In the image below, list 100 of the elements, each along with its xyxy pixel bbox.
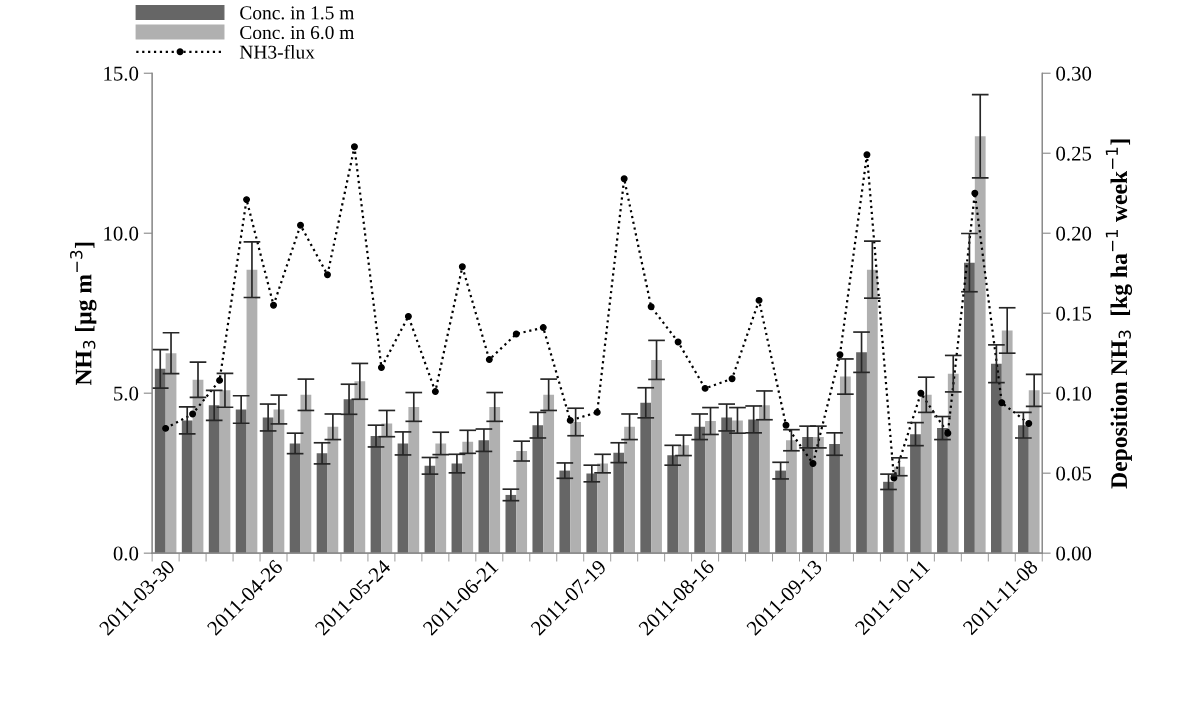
point <box>270 301 277 309</box>
y2-tick-label: 0.30 <box>1056 66 1092 81</box>
bar <box>829 444 840 554</box>
bar <box>920 394 932 554</box>
point <box>593 408 601 416</box>
point <box>566 416 574 424</box>
bar <box>478 440 490 554</box>
point <box>350 143 358 151</box>
bar <box>435 443 447 554</box>
bar <box>559 470 571 554</box>
point <box>404 312 412 320</box>
bar <box>505 494 517 554</box>
bar <box>408 406 420 554</box>
bar <box>678 445 689 554</box>
bar <box>181 420 193 554</box>
bar <box>856 352 867 554</box>
y2-tick-label: 0.15 <box>1056 306 1092 321</box>
point <box>485 356 493 364</box>
bar <box>354 381 366 554</box>
bar <box>570 421 582 554</box>
y2-tick-label: 0.20 <box>1056 226 1092 241</box>
bar <box>705 421 716 554</box>
y2-tick-label: 0.10 <box>1056 386 1092 401</box>
point <box>998 399 1006 407</box>
bar <box>381 423 393 554</box>
point <box>782 421 790 429</box>
point <box>189 410 197 418</box>
bar <box>208 405 220 554</box>
bar <box>543 394 555 554</box>
point <box>701 384 709 392</box>
bar <box>640 402 652 554</box>
bar <box>300 394 312 554</box>
y2-axis-title: Deposition NH$_{3}$ [kg ha$^{−1}$ week$^{−1}$] <box>1105 139 1133 489</box>
point <box>297 221 304 229</box>
bar <box>721 417 733 554</box>
y2-tick-label: 0.05 <box>1056 466 1092 481</box>
bar <box>748 419 760 554</box>
point <box>728 375 736 383</box>
bar <box>651 359 662 554</box>
y2-tick-label: 0.25 <box>1056 146 1092 161</box>
bar <box>667 455 679 554</box>
point <box>539 324 547 332</box>
point <box>377 364 385 372</box>
bar <box>732 420 743 554</box>
y-axis-title: NH$_{3}$ [µg m$^{−3}$] <box>70 242 97 386</box>
bar <box>802 437 813 554</box>
point <box>216 376 224 384</box>
bar <box>489 406 501 554</box>
bar <box>1001 330 1013 554</box>
bar <box>516 451 528 554</box>
bar <box>694 426 706 554</box>
bar <box>462 441 474 554</box>
bar <box>327 426 339 554</box>
bar <box>289 443 301 554</box>
bar <box>991 363 1002 554</box>
bar <box>1017 425 1029 554</box>
point <box>674 338 682 346</box>
point <box>162 424 170 432</box>
point <box>323 271 331 279</box>
y-tick-label: 0.0 <box>113 546 139 561</box>
bar <box>759 405 770 554</box>
point <box>1025 420 1033 428</box>
bar <box>1028 390 1040 554</box>
point <box>809 460 817 468</box>
bar <box>624 426 635 554</box>
point <box>620 175 628 183</box>
point <box>755 296 763 304</box>
point <box>944 429 952 437</box>
bar <box>910 434 921 554</box>
legend-label: NH3-flux <box>239 44 315 59</box>
point <box>243 196 251 204</box>
bar <box>937 428 948 554</box>
legend-label: Conc. in 6.0 m <box>240 25 355 40</box>
point <box>647 303 655 311</box>
point <box>836 351 844 359</box>
point <box>971 189 979 197</box>
bar <box>947 373 959 554</box>
bar <box>883 481 894 554</box>
y-tick-label: 10.0 <box>104 226 139 241</box>
bar <box>586 473 598 554</box>
bar <box>974 136 986 554</box>
bar <box>812 437 824 554</box>
y-tick-label: 5.0 <box>114 386 139 401</box>
legend-label: Conc. in 1.5 m <box>240 6 355 20</box>
bar <box>613 452 625 554</box>
bar <box>964 262 975 554</box>
bar <box>866 269 878 554</box>
bar <box>775 470 787 554</box>
bar <box>786 440 797 554</box>
y2-tick-label: 0.00 <box>1056 546 1092 561</box>
bar <box>597 463 608 554</box>
point <box>863 151 871 159</box>
bar <box>246 269 258 554</box>
y-tick-label: 15.0 <box>104 66 139 81</box>
point <box>512 330 520 338</box>
bar <box>262 417 274 554</box>
bar <box>235 409 247 554</box>
bar <box>343 399 355 554</box>
point <box>458 263 466 271</box>
bar <box>154 368 166 554</box>
